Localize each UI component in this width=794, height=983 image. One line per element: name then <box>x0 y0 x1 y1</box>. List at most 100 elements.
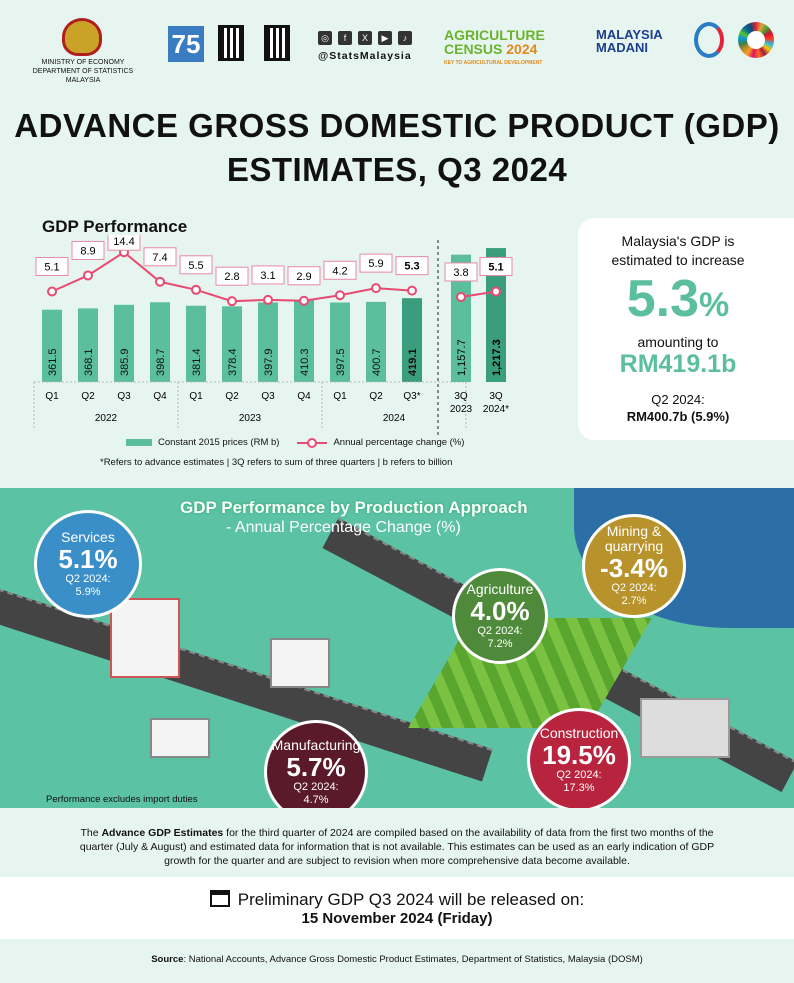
facebook-icon[interactable]: f <box>338 31 352 45</box>
pct-label-box <box>444 262 478 282</box>
pct-point <box>191 284 201 295</box>
growth-number: 5.3 <box>626 270 700 328</box>
title-line2: ESTIMATES, Q3 2024 <box>226 151 568 188</box>
gdp-summary-card: Malaysia's GDP is estimated to increase … <box>578 218 794 440</box>
construction-site-illustration <box>640 698 730 758</box>
cumulative-pct-line <box>460 290 497 298</box>
cumulative-bar <box>451 254 471 382</box>
sector-services: Services 5.1% Q2 2024: 5.9% <box>34 510 142 618</box>
release-text: Preliminary GDP Q3 2024 will be released… <box>237 890 585 909</box>
logo-bar: MINISTRY OF ECONOMY DEPARTMENT OF STATIST… <box>0 0 794 84</box>
pct-label: 5.3 <box>404 261 419 273</box>
pct-label-box <box>479 256 513 276</box>
sector-value: 5.7% <box>286 751 346 782</box>
sdg-wheel-logo <box>738 22 774 58</box>
q2-label: Q2 2024: <box>651 392 705 407</box>
x-tick-label: Q4 <box>153 391 167 402</box>
factory-illustration <box>150 718 210 758</box>
social-handle[interactable]: @StatsMalaysia <box>318 50 412 62</box>
pct-label-box <box>143 247 177 267</box>
pct-label: 5.9 <box>368 258 383 270</box>
note-text: for the third quarter of 2024 are compil… <box>79 827 715 867</box>
bar-value-label: 361.5 <box>47 348 59 376</box>
sector-q2-value: 4.7% <box>303 793 329 806</box>
bar <box>78 308 98 382</box>
release-date: 15 November 2024 (Friday) <box>301 910 493 927</box>
production-approach-section: GDP Performance by Production Approach -… <box>0 488 794 808</box>
bar <box>222 306 242 382</box>
bar <box>366 301 386 382</box>
x-icon[interactable]: X <box>358 31 372 45</box>
agriculture-census-logo: AGRICULTURE CENSUS 2024 KEY TO AGRICULTURA… <box>444 28 545 70</box>
sector-value: 19.5% <box>542 739 616 770</box>
building-illustration <box>110 598 180 678</box>
malaysia-madani-logo: MALAYSIA MADANI <box>596 28 663 54</box>
x-tick-label: Q3 <box>261 391 275 402</box>
sector-q2-label: Q2 2024: <box>477 624 523 637</box>
note-bold: Advance GDP Estimates <box>101 827 224 839</box>
cumulative-value-label: 1,157.7 <box>456 339 468 376</box>
sector-q2-value: 5.9% <box>75 585 101 598</box>
chart-legend: Constant 2015 prices (RM b) Annual perce… <box>126 437 464 448</box>
pct-point <box>407 285 417 296</box>
department-line: DEPARTMENT OF STATISTICS MALAYSIA <box>32 68 134 84</box>
pct-label-box <box>215 266 249 286</box>
gdp-performance-chart: 361.5 Q1 368.1 Q2 385.9 Q3 398.7 Q4 381.4 Q1 378.4… <box>33 235 513 435</box>
pct-point <box>299 295 309 306</box>
bar-value-label: 397.9 <box>263 348 275 376</box>
x-tick-label: Q2 <box>369 391 383 402</box>
cumulative-pct-point <box>491 286 501 297</box>
note-prefix: The <box>80 827 102 839</box>
cumulative-tick-year: 2024* <box>483 404 509 415</box>
q2-comparison: Q2 2024: RM400.7b (5.9%) <box>578 391 778 425</box>
year-label: 2022 <box>95 413 118 424</box>
qr-code-icon[interactable] <box>264 25 290 61</box>
agri-tagline: KEY TO AGRICULTURAL DEVELOPMENT <box>444 60 543 66</box>
madani-line1: MALAYSIA <box>596 27 663 42</box>
bar-value-label: 398.7 <box>155 348 167 376</box>
bar <box>114 304 134 382</box>
source-label: Source <box>151 954 184 965</box>
legend-bar-label: Constant 2015 prices (RM b) <box>158 437 280 448</box>
pct-label: 5.5 <box>188 260 203 272</box>
bar <box>186 305 206 382</box>
youtube-icon[interactable]: ▶ <box>378 31 392 45</box>
bar-value-label: 378.4 <box>227 348 239 376</box>
sector-value: 5.1% <box>58 543 118 574</box>
sector-q2-label: Q2 2024: <box>293 780 339 793</box>
cumulative-tick-year: 2023 <box>450 404 473 415</box>
ministry-line: MINISTRY OF ECONOMY <box>41 59 125 66</box>
methodology-note: The Advance GDP Estimates for the third … <box>70 826 724 868</box>
agri-year: 2024 <box>506 41 538 57</box>
sector-name: Services <box>61 528 115 545</box>
pct-point <box>263 294 273 305</box>
qr-code-icon[interactable] <box>218 25 244 61</box>
chart-title: GDP Performance <box>42 217 188 236</box>
section-subtitle: - Annual Percentage Change (%) <box>226 519 461 536</box>
gdp-growth-value: 5.3% <box>578 270 778 334</box>
x-tick-label: Q3 <box>117 391 131 402</box>
sector-value: 4.0% <box>470 595 530 626</box>
cumulative-pct-label: 5.1 <box>488 261 503 273</box>
exclusion-note: Performance excludes import duties <box>46 794 198 805</box>
bar-value-label: 419.1 <box>407 348 419 376</box>
cumulative-bar <box>486 248 506 382</box>
tiktok-icon[interactable]: ♪ <box>398 31 412 45</box>
page-title: ADVANCE GROSS DOMESTIC PRODUCT (GDP) ESTI… <box>0 104 794 192</box>
x-tick-label: Q1 <box>333 391 347 402</box>
bar <box>402 298 422 382</box>
x-tick-label: Q2 <box>81 391 95 402</box>
source-note: Source: National Accounts, Advance Gross… <box>0 954 794 965</box>
pct-label-box <box>179 255 213 275</box>
pct-label: 3.1 <box>260 270 275 282</box>
year-label: 2024 <box>383 413 406 424</box>
x-tick-label: Q3* <box>403 391 420 402</box>
social-links: ◎ f X ▶ ♪ @StatsMalaysia <box>318 28 422 62</box>
instagram-icon[interactable]: ◎ <box>318 31 332 45</box>
madani-line2: MADANI <box>596 40 648 55</box>
pct-label: 14.4 <box>113 236 134 248</box>
q2-value: RM400.7b (5.9%) <box>626 409 730 424</box>
sector-agriculture: Agriculture 4.0% Q2 2024: 7.2% <box>452 568 548 664</box>
pct-label-box <box>35 256 69 276</box>
sector-name: Mining & quarrying <box>604 523 664 554</box>
